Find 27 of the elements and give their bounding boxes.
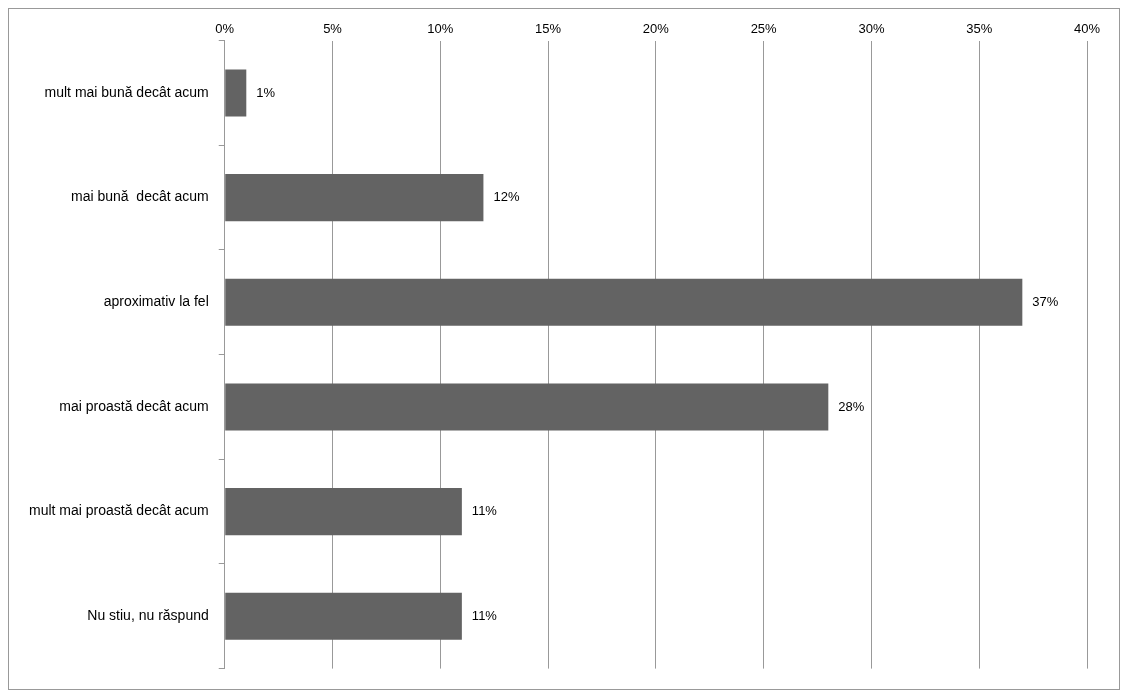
data-label: 12% <box>493 189 520 205</box>
data-label: 11% <box>471 503 498 519</box>
y-tick-label: aproximativ la fel <box>103 293 209 310</box>
y-tick-label: mai bună decât acum <box>70 188 209 205</box>
x-tick-label: 30% <box>858 21 885 37</box>
x-tick-label: 25% <box>750 21 778 37</box>
x-tick-label: 35% <box>966 21 993 37</box>
data-label: 1% <box>256 84 276 100</box>
x-tick-label: 10% <box>427 21 454 37</box>
data-label: 11% <box>471 607 498 623</box>
x-tick-label: 5% <box>323 21 343 37</box>
y-tick-label: Nu stiu, nu răspund <box>87 607 209 624</box>
bar <box>225 278 1023 326</box>
bar <box>225 69 247 117</box>
x-tick-label: 15% <box>535 21 562 37</box>
x-tick-label: 20% <box>642 21 670 37</box>
y-tick-label: mult mai proastă decât acum <box>28 502 209 519</box>
bar <box>225 592 462 640</box>
data-label: 37% <box>1032 293 1059 309</box>
x-tick-label: 40% <box>1073 21 1101 37</box>
data-label: 28% <box>838 398 865 414</box>
bar <box>225 383 829 431</box>
x-tick-label: 0% <box>215 21 235 37</box>
bar <box>225 174 484 222</box>
bar <box>225 488 462 536</box>
y-tick-label: mult mai bună decât acum <box>44 83 209 100</box>
y-tick-label: mai proastă decât acum <box>59 397 209 414</box>
